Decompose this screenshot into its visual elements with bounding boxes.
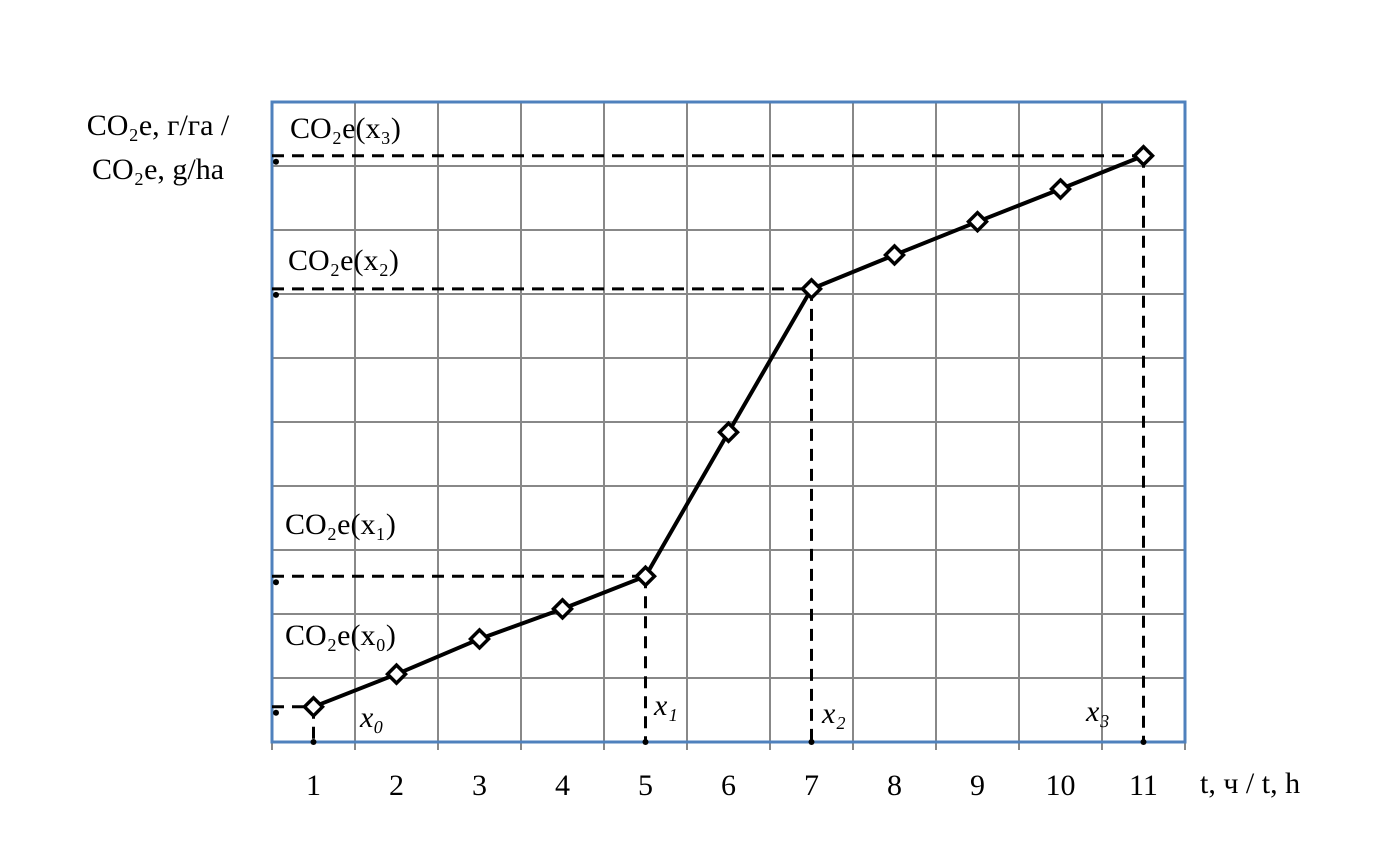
data-point [634, 564, 657, 588]
annotation-label: x₂ [821, 697, 846, 730]
x-tick-label: 6 [721, 769, 736, 802]
annotation-label: CO₂e(x₃) [290, 112, 401, 145]
data-point [717, 420, 740, 444]
data-point [966, 210, 989, 234]
plot-frame [270, 100, 1187, 744]
data-point [302, 695, 325, 719]
x-tick-label: 3 [472, 769, 487, 802]
guide-dot [642, 739, 649, 745]
x-tick-label: 11 [1129, 769, 1158, 802]
x-tick-label: 5 [638, 769, 653, 802]
guide-dot [310, 739, 317, 745]
x-tick-label: 9 [970, 769, 985, 802]
data-point [800, 277, 823, 301]
data-point [883, 243, 906, 267]
guide-dot [808, 739, 815, 745]
x-tick-label: 10 [1046, 769, 1076, 802]
x-axis-label: t, ч / t, h [1200, 767, 1300, 800]
annotation-label: x₁ [653, 689, 678, 722]
data-point [1132, 144, 1155, 168]
x-tick-label: 4 [555, 769, 570, 802]
guide-dot [273, 709, 279, 716]
guide-dot [273, 158, 279, 165]
guide-dot [273, 579, 279, 586]
x-tick-label: 1 [306, 769, 321, 802]
guide-dot [1140, 739, 1147, 745]
annotation-label: x₀ [359, 701, 384, 734]
annotation-label: CO₂e(x₂) [288, 244, 399, 277]
annotation-label: CO₂e(x₁) [285, 508, 396, 541]
y-axis-label: CO₂e, g/ha [92, 153, 224, 186]
x-tick-label: 8 [887, 769, 902, 802]
data-point [468, 627, 491, 651]
data-point [551, 597, 574, 621]
data-point [1049, 177, 1072, 201]
y-axis-label: CO₂e, г/га / [87, 109, 230, 142]
annotation-label: CO₂e(x₀) [285, 619, 396, 652]
guide-dot [273, 291, 279, 298]
data-point [385, 662, 408, 686]
x-tick-label: 2 [389, 769, 404, 802]
annotation-label: x₃ [1085, 695, 1110, 728]
x-tick-label: 7 [804, 769, 819, 802]
